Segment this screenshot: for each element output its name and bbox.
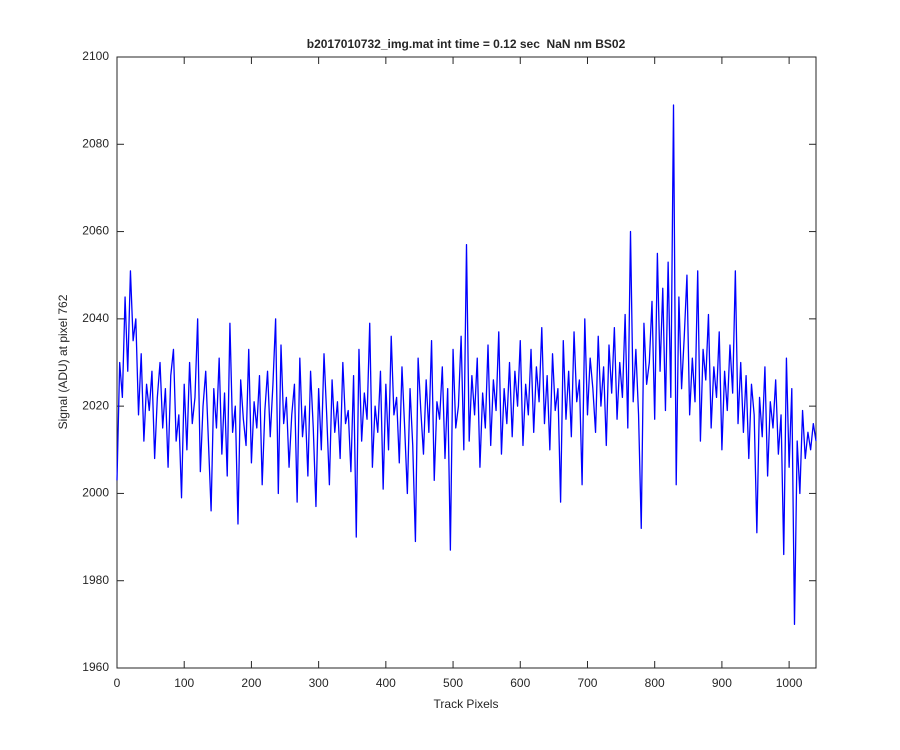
y-axis-label: Signal (ADU) at pixel 762 — [56, 294, 70, 429]
y-tick-label: 2020 — [82, 398, 109, 412]
x-tick-label: 200 — [241, 676, 261, 690]
x-axis-label: Track Pixels — [434, 697, 499, 711]
x-tick-label: 600 — [510, 676, 530, 690]
x-tick-label: 0 — [114, 676, 121, 690]
x-tick-label: 900 — [712, 676, 732, 690]
axes-box — [116, 56, 817, 669]
x-tick-label: 400 — [376, 676, 396, 690]
x-tick-label: 100 — [174, 676, 194, 690]
x-tick-label: 1000 — [776, 676, 803, 690]
y-tick-label: 2100 — [82, 49, 109, 63]
y-tick-label: 2080 — [82, 136, 109, 150]
y-tick-label: 1960 — [82, 660, 109, 674]
data-line — [116, 104, 817, 626]
y-tick-label: 1980 — [82, 573, 109, 587]
x-tick-label: 700 — [577, 676, 597, 690]
x-tick-label: 500 — [443, 676, 463, 690]
y-tick-label: 2040 — [82, 311, 109, 325]
y-tick-label: 2000 — [82, 486, 109, 500]
y-tick-label: 2060 — [82, 224, 109, 238]
x-tick-label: 800 — [645, 676, 665, 690]
chart-title: b2017010732_img.mat int time = 0.12 sec … — [307, 37, 626, 51]
x-tick-label: 300 — [309, 676, 329, 690]
